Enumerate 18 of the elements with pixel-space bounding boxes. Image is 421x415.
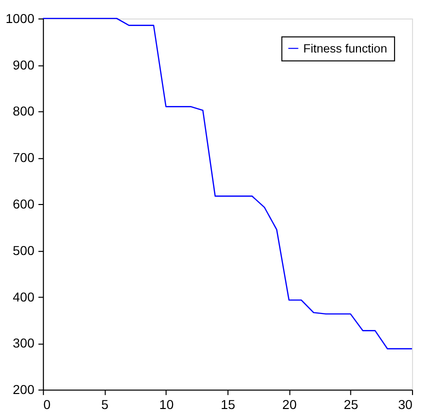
- x-tick-label: 0: [43, 397, 51, 412]
- x-tick-label: 25: [344, 397, 358, 412]
- x-tick-label: 5: [101, 397, 109, 412]
- x-tick-label: 10: [159, 397, 174, 412]
- y-tick-label: 500: [12, 242, 34, 258]
- y-tick-label: 700: [12, 150, 34, 166]
- line-series: [42, 18, 413, 350]
- y-tick-label: 300: [12, 336, 34, 351]
- y-tick-label: 1000: [6, 10, 34, 26]
- y-tick-label: 400: [12, 289, 34, 304]
- y-tick-label: 200: [12, 382, 34, 398]
- x-tick-label: 15: [220, 397, 236, 412]
- y-tick-label: 600: [12, 196, 34, 212]
- x-tick-label: 20: [282, 397, 297, 412]
- y-tick-label: 900: [12, 57, 34, 72]
- y-tick-label: 800: [12, 104, 34, 119]
- legend-label: Fitness function: [303, 41, 388, 56]
- x-tick-label: 30: [398, 397, 413, 412]
